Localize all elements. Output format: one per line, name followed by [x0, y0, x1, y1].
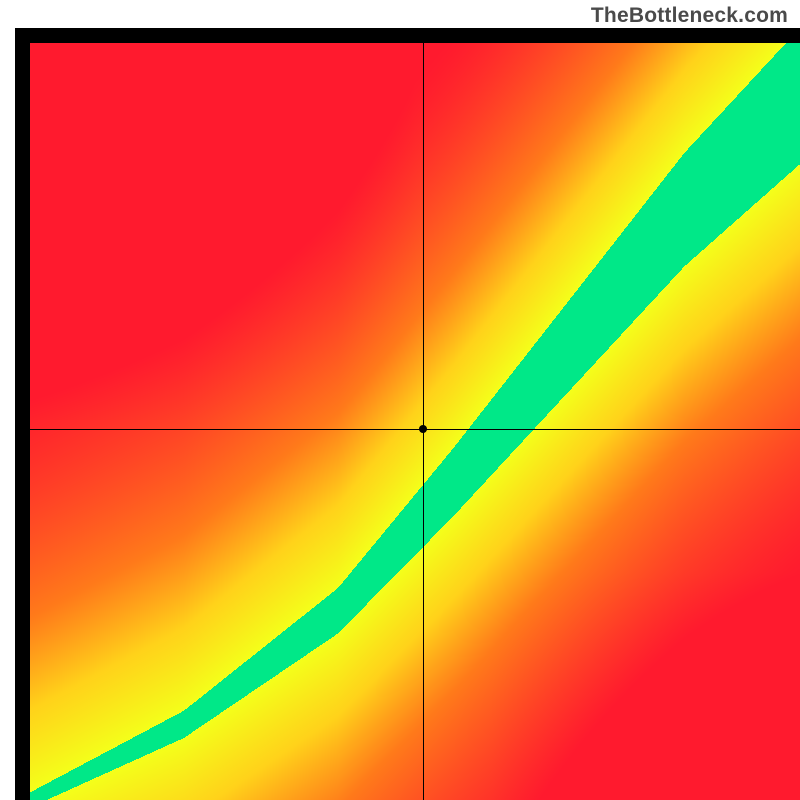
crosshair-vertical — [423, 43, 424, 800]
crosshair-marker — [419, 425, 427, 433]
heatmap-canvas — [30, 43, 800, 800]
chart-container: TheBottleneck.com — [0, 0, 800, 800]
plot-frame — [15, 28, 800, 800]
watermark-text: TheBottleneck.com — [591, 4, 788, 28]
crosshair-horizontal — [30, 429, 800, 430]
